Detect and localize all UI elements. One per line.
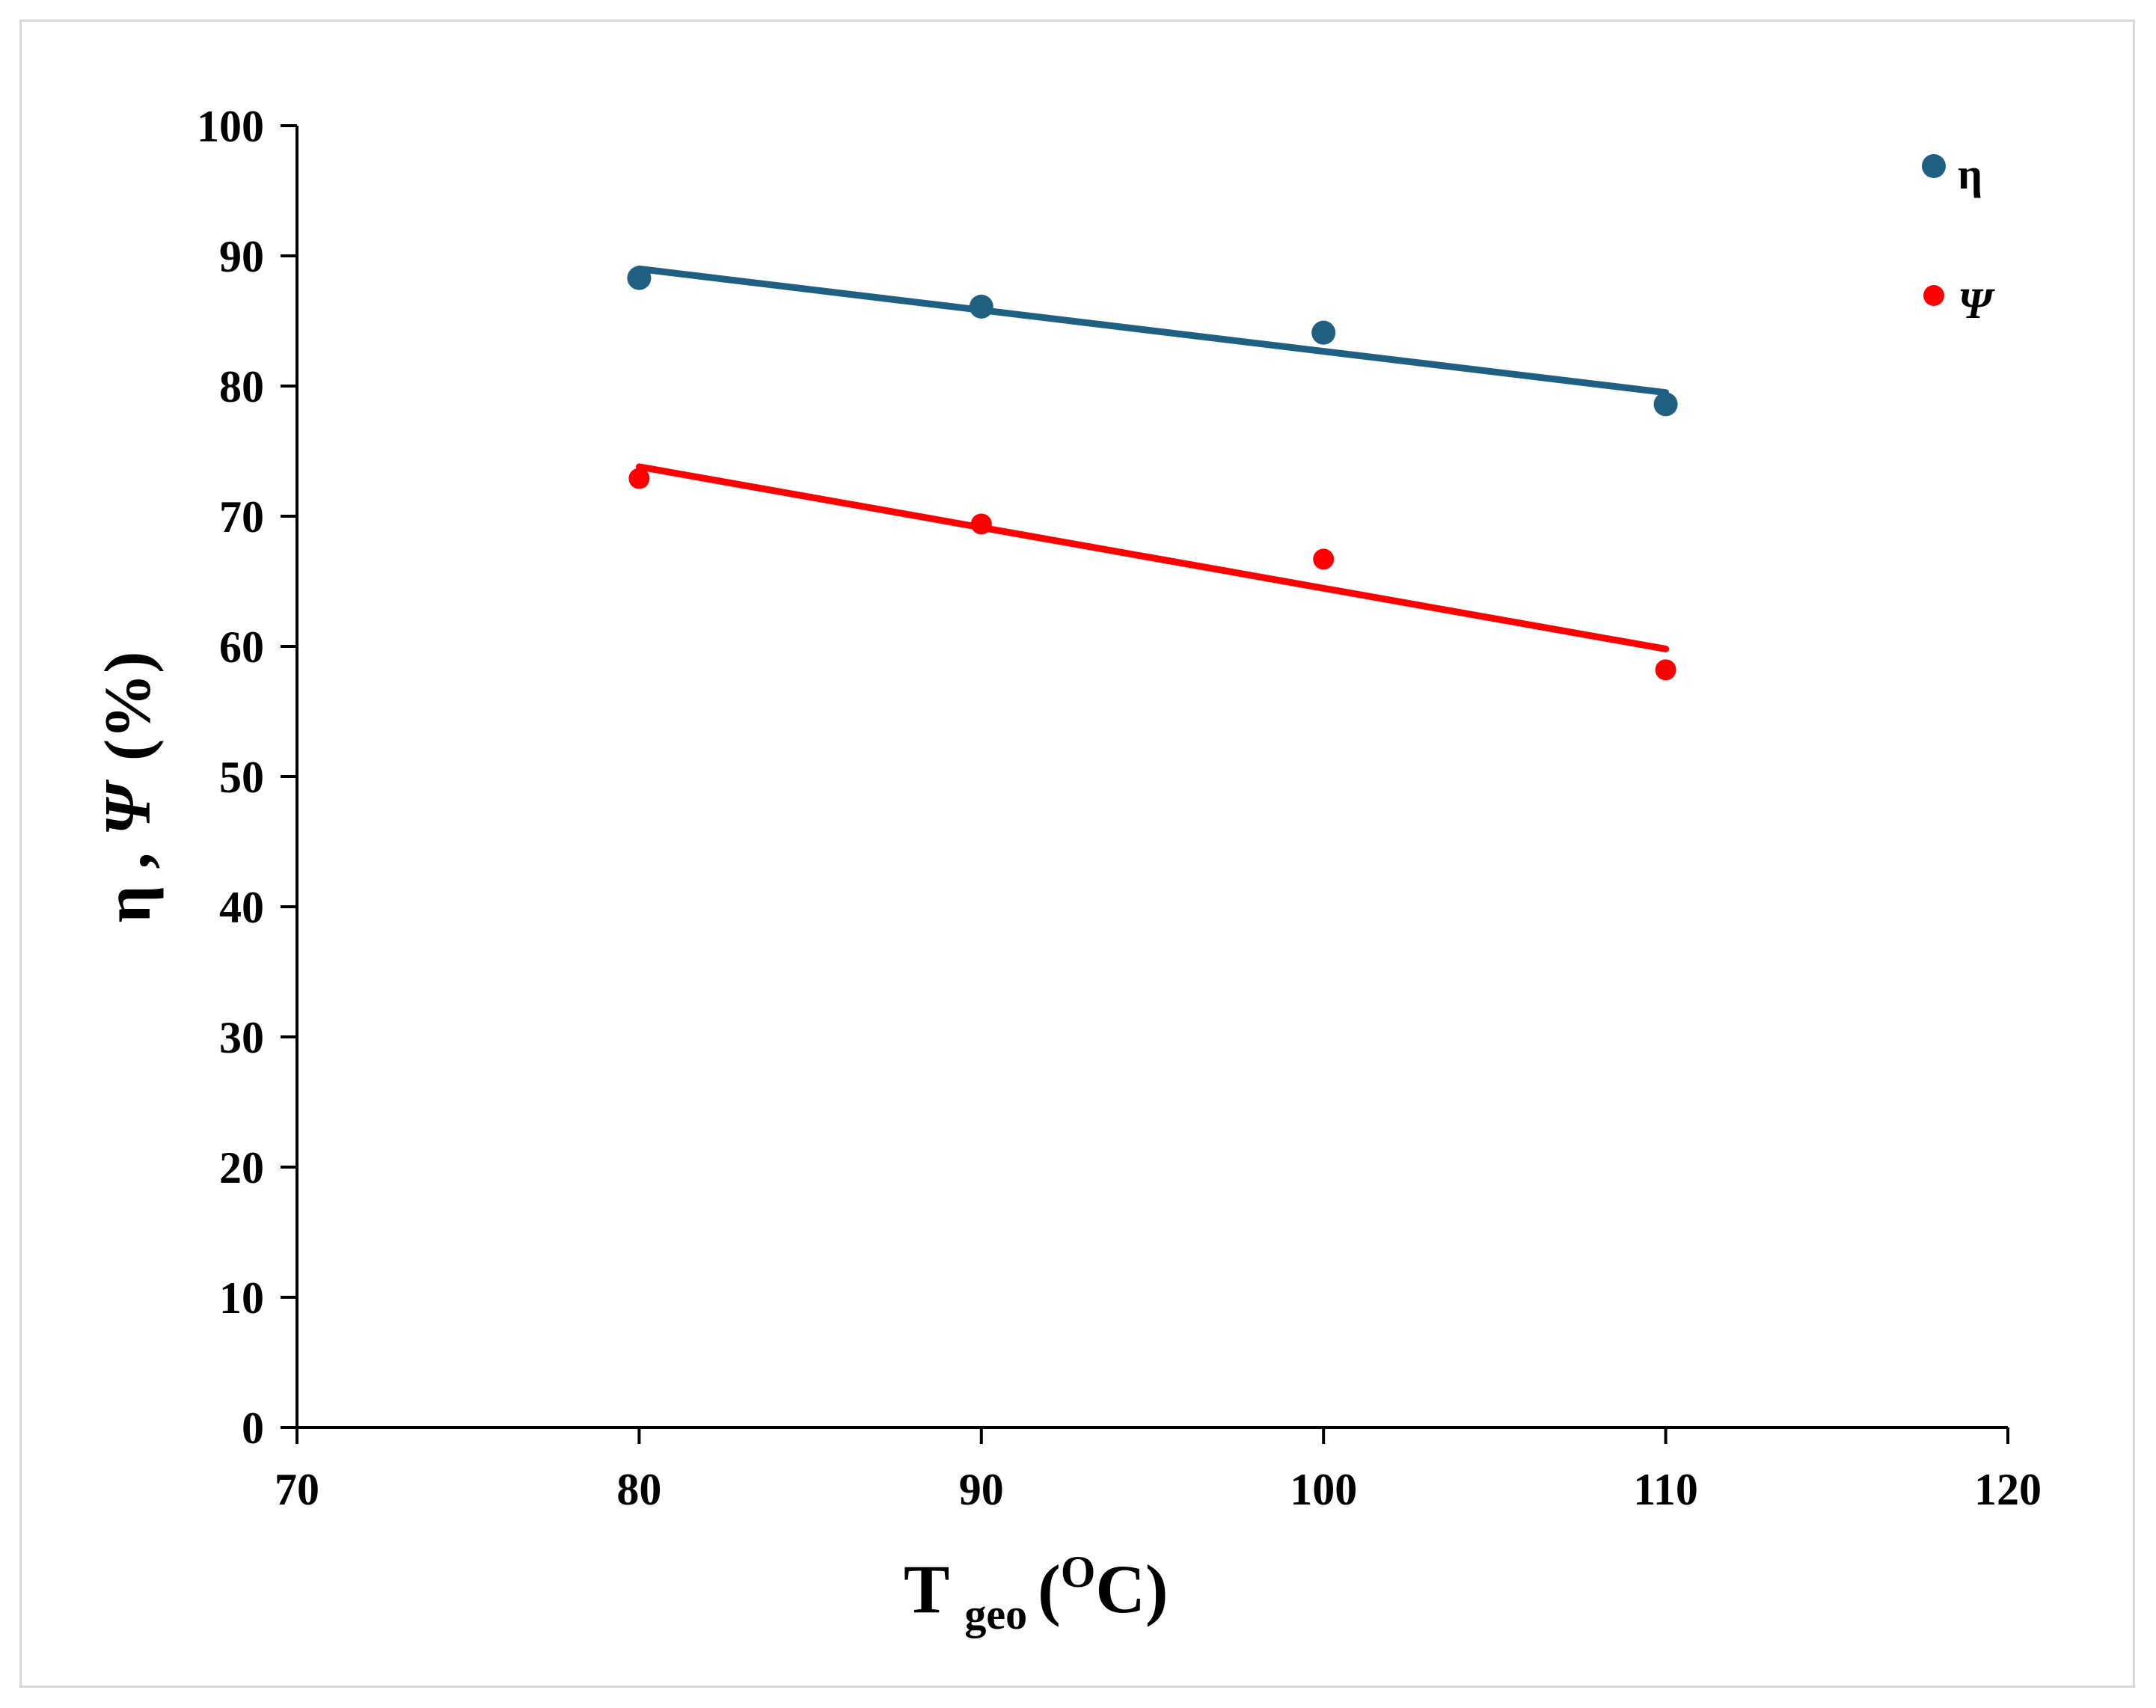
y-axis-title-sep: ,	[92, 836, 165, 886]
y-axis-title-eta: η	[92, 886, 165, 923]
x-tick-label: 120	[1974, 1465, 2042, 1514]
point-psi	[1313, 548, 1335, 570]
x-axis-title-unit: C)	[1095, 1551, 1168, 1627]
point-eta	[1311, 320, 1336, 345]
y-axis-title-psi: Ψ	[92, 780, 165, 836]
x-tick-label: 110	[1633, 1465, 1698, 1514]
legend: ηΨ	[1922, 150, 1995, 328]
point-eta	[969, 294, 993, 319]
y-tick-label: 40	[219, 883, 264, 932]
ticks: 0 10 20 30 40 50 60 70 80 90 100 70 80 90 100 110 120	[197, 102, 2042, 1514]
point-psi	[1655, 659, 1676, 681]
legend-marker-psi	[1923, 285, 1944, 306]
y-tick-label: 90	[219, 232, 264, 281]
x-axis-title-open: (	[1038, 1551, 1061, 1627]
point-eta	[627, 266, 652, 290]
legend-marker-eta	[1922, 154, 1946, 178]
point-eta	[1653, 392, 1678, 417]
x-tick-label: 70	[275, 1465, 319, 1514]
y-axis-title: η , Ψ (%)	[92, 652, 165, 923]
y-tick-label: 60	[219, 622, 264, 672]
y-tick-label: 80	[219, 362, 264, 411]
legend-label-psi: Ψ	[1958, 279, 1995, 328]
x-axis-title-main: T	[904, 1551, 949, 1627]
y-tick-label: 70	[219, 492, 264, 542]
x-tick-label: 90	[959, 1465, 1004, 1514]
y-axis-title-unit: (%)	[92, 652, 165, 762]
y-tick-label: 50	[219, 753, 264, 802]
axes	[295, 126, 2008, 1429]
y-tick-label: 0	[242, 1404, 264, 1453]
y-tick-label: 10	[219, 1273, 264, 1323]
legend-label-eta: η	[1958, 150, 1982, 198]
x-tick-label: 100	[1290, 1465, 1357, 1514]
trendline-psi	[635, 463, 1670, 652]
point-psi	[628, 468, 650, 489]
y-tick-label: 30	[219, 1013, 264, 1062]
x-axis-title-sub: geo	[964, 1590, 1027, 1638]
x-axis-title-sup: O	[1061, 1547, 1096, 1597]
chart-frame	[19, 19, 2135, 1688]
trendlines	[635, 265, 1670, 652]
y-tick-label: 100	[197, 102, 264, 151]
point-psi	[970, 513, 992, 535]
points	[627, 266, 1678, 681]
x-tick-label: 80	[616, 1465, 661, 1514]
trendline-eta	[635, 265, 1670, 397]
y-tick-label: 20	[219, 1143, 264, 1193]
